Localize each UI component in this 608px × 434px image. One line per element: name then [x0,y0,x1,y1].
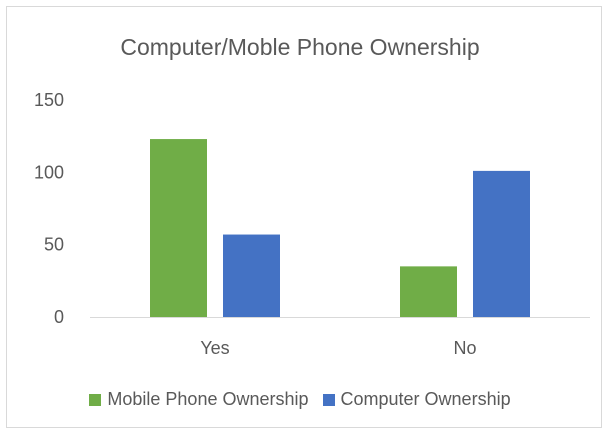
chart-legend: Mobile Phone Ownership Computer Ownershi… [0,389,600,410]
x-tick-label: Yes [200,338,229,358]
y-tick-label: 50 [44,235,64,255]
legend-swatch-computer-ownership [322,393,335,406]
chart-title: Computer/Moble Phone Ownership [120,34,480,60]
y-tick-label: 150 [34,90,64,110]
legend-swatch-mobile-phone-ownership [89,393,102,406]
legend-item-computer-ownership: Computer Ownership [322,389,511,410]
bar-yes-mobile-phone-ownership [150,139,207,317]
bar-no-mobile-phone-ownership [400,266,457,317]
legend-item-mobile-phone-ownership: Mobile Phone Ownership [89,389,309,410]
bar-yes-computer-ownership [223,234,280,317]
y-tick-label: 0 [54,307,64,327]
y-tick-label: 100 [34,162,64,182]
bar-no-computer-ownership [473,170,530,317]
x-tick-label: No [453,338,476,358]
legend-label-mobile-phone-ownership: Mobile Phone Ownership [107,389,309,409]
legend-label-computer-ownership: Computer Ownership [340,389,511,409]
